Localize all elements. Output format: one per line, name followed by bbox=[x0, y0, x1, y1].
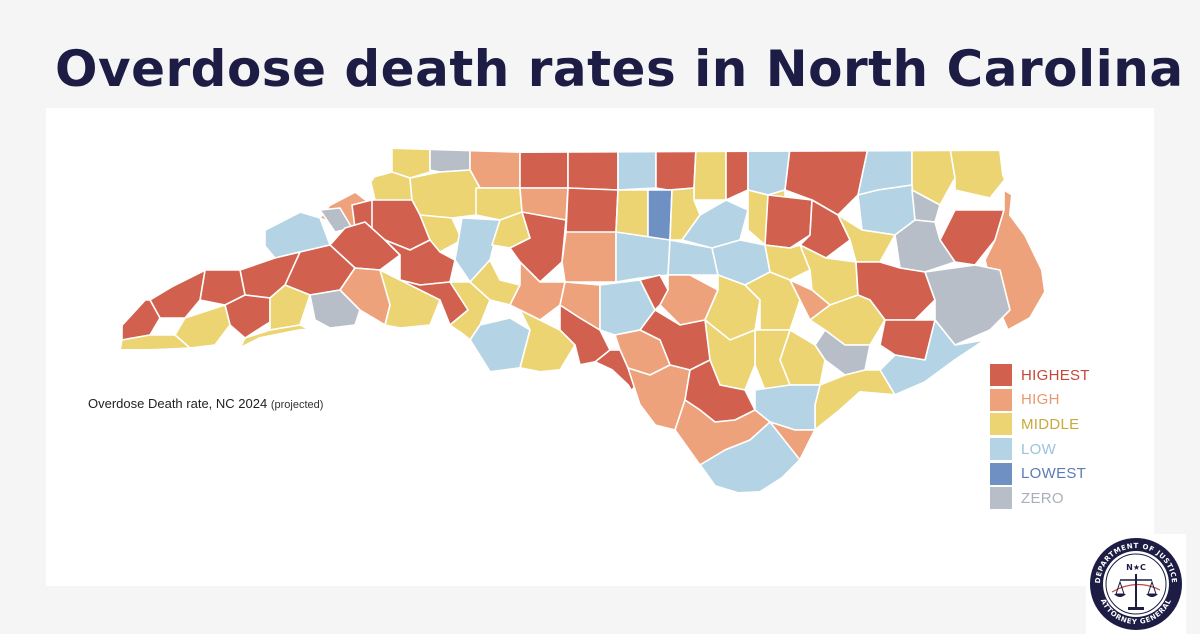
county-region bbox=[391, 148, 431, 179]
county-region bbox=[561, 231, 617, 283]
county-region bbox=[924, 264, 1011, 346]
legend-swatch bbox=[990, 364, 1012, 387]
county-region bbox=[647, 189, 673, 241]
legend-swatch bbox=[990, 462, 1012, 485]
legend-item: LOWEST bbox=[990, 461, 1090, 486]
map-panel: Overdose Death rate, NC 2024 (projected)… bbox=[46, 108, 1154, 586]
county-region bbox=[949, 148, 1007, 199]
county-region bbox=[567, 148, 619, 191]
legend-label: LOWEST bbox=[1021, 465, 1087, 483]
legend-label: MIDDLE bbox=[1021, 415, 1080, 433]
legend-label: HIGH bbox=[1021, 391, 1060, 409]
county-region bbox=[747, 148, 791, 196]
county-region bbox=[764, 194, 813, 249]
county-region bbox=[725, 148, 749, 201]
legend: HIGHEST HIGH MIDDLE LOW LOWEST ZERO bbox=[990, 363, 1090, 511]
legend-swatch bbox=[990, 388, 1012, 411]
county-region bbox=[429, 148, 471, 173]
caption-year: NC 2024 bbox=[212, 396, 268, 411]
county-region bbox=[269, 284, 311, 331]
legend-item: ZERO bbox=[990, 486, 1090, 511]
legend-item: HIGHEST bbox=[990, 363, 1090, 388]
county-region bbox=[559, 281, 601, 331]
county-region bbox=[894, 219, 956, 273]
county-region bbox=[615, 231, 671, 283]
legend-swatch bbox=[990, 438, 1012, 461]
caption-main: Overdose Death rate, bbox=[88, 396, 213, 411]
county-region bbox=[565, 187, 619, 235]
county-region bbox=[519, 148, 569, 189]
county-region bbox=[617, 148, 657, 191]
caption-note: (projected) bbox=[270, 399, 324, 411]
county-region bbox=[384, 239, 456, 286]
legend-label: ZERO bbox=[1021, 489, 1064, 507]
county-region bbox=[655, 148, 697, 191]
page-title: Overdose death rates in North Carolina bbox=[55, 40, 1184, 98]
seal-center: N★C bbox=[1126, 563, 1146, 572]
legend-swatch bbox=[990, 413, 1012, 436]
legend-item: MIDDLE bbox=[990, 412, 1090, 437]
county-region bbox=[693, 148, 727, 201]
county-region bbox=[667, 239, 719, 276]
map-caption: Overdose Death rate, NC 2024 (projected) bbox=[88, 396, 323, 411]
legend-swatch bbox=[990, 487, 1012, 510]
legend-label: HIGHEST bbox=[1021, 366, 1090, 384]
legend-label: LOW bbox=[1021, 440, 1057, 458]
attorney-general-seal: DEPARTMENT OF JUSTICE ATTORNEY GENERAL N… bbox=[1086, 534, 1186, 634]
county-region bbox=[744, 271, 801, 331]
county-region bbox=[419, 214, 463, 253]
nc-county-map bbox=[116, 146, 1047, 495]
legend-item: HIGH bbox=[990, 388, 1090, 413]
legend-item: LOW bbox=[990, 437, 1090, 462]
county-region bbox=[409, 169, 481, 219]
